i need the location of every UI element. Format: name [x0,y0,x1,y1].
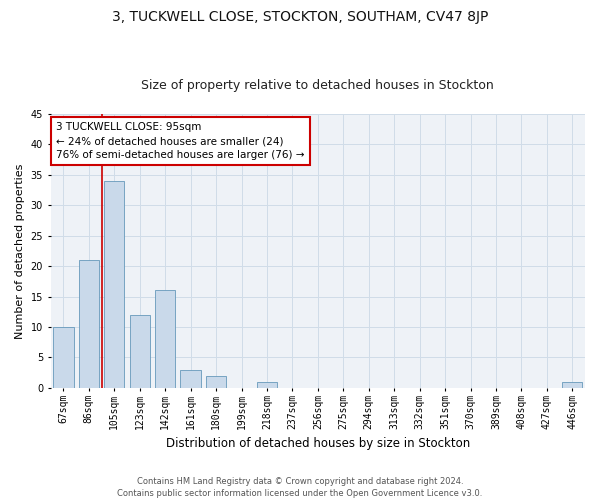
Bar [79,260,99,388]
Text: 3, TUCKWELL CLOSE, STOCKTON, SOUTHAM, CV47 8JP: 3, TUCKWELL CLOSE, STOCKTON, SOUTHAM, CV… [112,10,488,24]
Bar [130,315,150,388]
Text: Contains HM Land Registry data © Crown copyright and database right 2024.
Contai: Contains HM Land Registry data © Crown c… [118,476,482,498]
X-axis label: Distribution of detached houses by size in Stockton: Distribution of detached houses by size … [166,437,470,450]
Bar [53,327,74,388]
Bar [104,181,124,388]
Bar [206,376,226,388]
Bar [181,370,201,388]
Bar [155,290,175,388]
Bar [562,382,583,388]
Text: 3 TUCKWELL CLOSE: 95sqm
← 24% of detached houses are smaller (24)
76% of semi-de: 3 TUCKWELL CLOSE: 95sqm ← 24% of detache… [56,122,305,160]
Y-axis label: Number of detached properties: Number of detached properties [15,163,25,338]
Bar [257,382,277,388]
Title: Size of property relative to detached houses in Stockton: Size of property relative to detached ho… [142,79,494,92]
